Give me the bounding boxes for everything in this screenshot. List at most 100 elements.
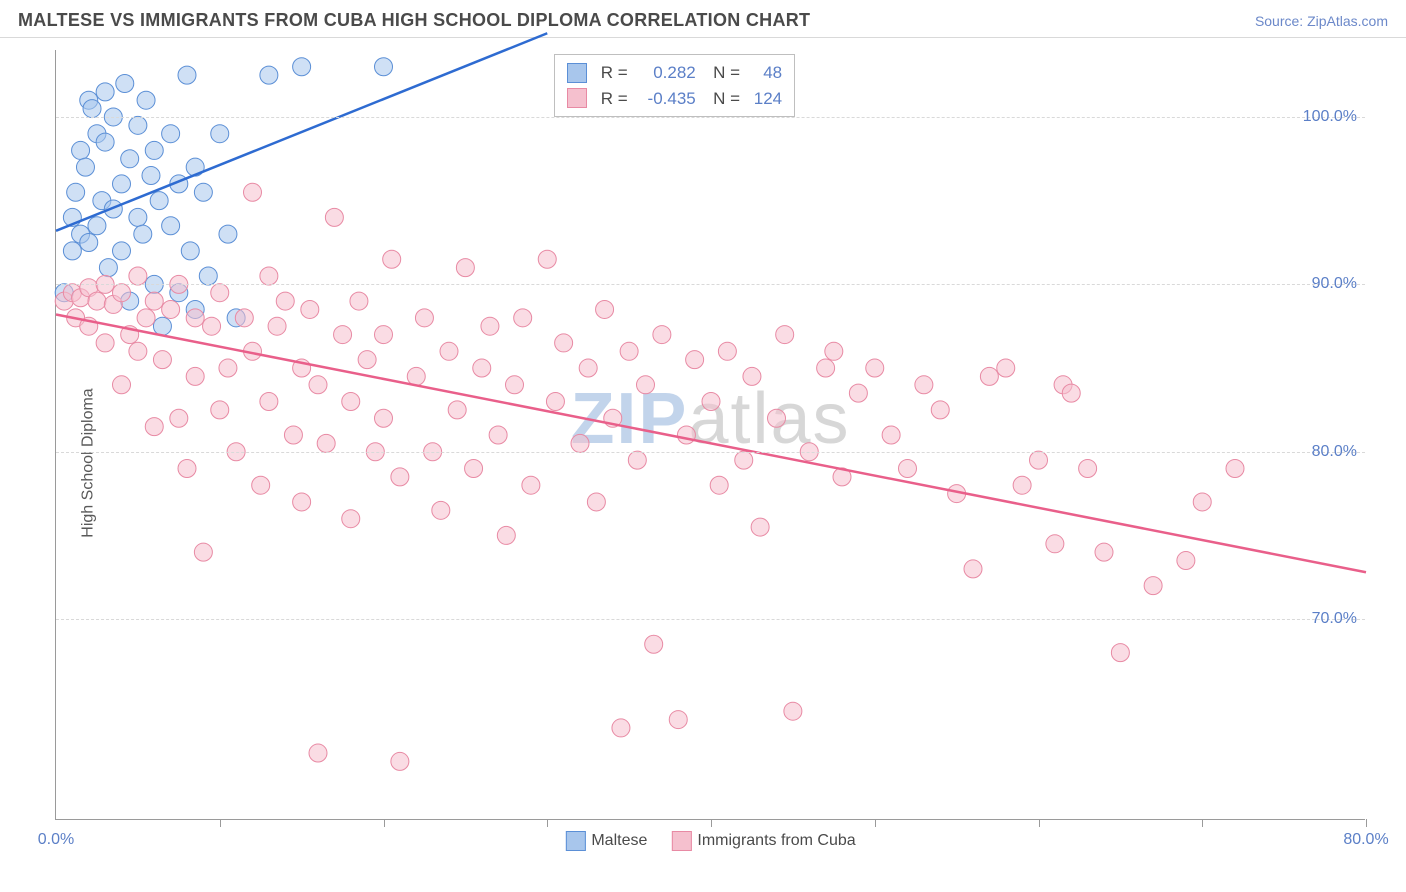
x-tick <box>1039 819 1040 827</box>
data-point <box>235 309 253 327</box>
data-point <box>637 376 655 394</box>
x-tick <box>384 819 385 827</box>
data-point <box>219 225 237 243</box>
data-point <box>440 342 458 360</box>
data-point <box>178 459 196 477</box>
data-point <box>194 183 212 201</box>
stat-n-value: 124 <box>748 86 782 112</box>
data-point <box>1095 543 1113 561</box>
x-tick <box>1366 819 1367 827</box>
data-point <box>134 225 152 243</box>
data-point <box>358 351 376 369</box>
data-point <box>702 393 720 411</box>
data-point <box>481 317 499 335</box>
data-point <box>669 711 687 729</box>
data-point <box>1079 459 1097 477</box>
x-tick <box>711 819 712 827</box>
legend-bottom: MalteseImmigrants from Cuba <box>565 831 855 851</box>
stat-r-value: -0.435 <box>636 86 696 112</box>
chart-title: MALTESE VS IMMIGRANTS FROM CUBA HIGH SCH… <box>18 10 810 31</box>
data-point <box>571 434 589 452</box>
data-point <box>309 744 327 762</box>
data-point <box>645 635 663 653</box>
data-point <box>211 401 229 419</box>
data-point <box>415 309 433 327</box>
data-point <box>506 376 524 394</box>
plot-area: ZIPatlas R = 0.282 N = 48R = -0.435 N = … <box>55 50 1365 820</box>
data-point <box>522 476 540 494</box>
data-point <box>211 284 229 302</box>
data-point <box>1193 493 1211 511</box>
data-point <box>293 493 311 511</box>
data-point <box>153 317 171 335</box>
data-point <box>784 702 802 720</box>
data-point <box>620 342 638 360</box>
data-point <box>407 367 425 385</box>
data-point <box>284 426 302 444</box>
data-point <box>129 342 147 360</box>
x-tick <box>1202 819 1203 827</box>
data-point <box>137 91 155 109</box>
data-point <box>162 125 180 143</box>
data-point <box>145 292 163 310</box>
data-point <box>751 518 769 536</box>
data-point <box>67 183 85 201</box>
data-point <box>309 376 327 394</box>
data-point <box>99 259 117 277</box>
data-point <box>137 309 155 327</box>
data-point <box>199 267 217 285</box>
data-point <box>96 133 114 151</box>
data-point <box>383 250 401 268</box>
data-point <box>219 359 237 377</box>
data-point <box>113 376 131 394</box>
data-point <box>211 125 229 143</box>
data-point <box>1226 459 1244 477</box>
data-point <box>170 409 188 427</box>
legend-swatch <box>671 831 691 851</box>
data-point <box>546 393 564 411</box>
data-point <box>776 326 794 344</box>
gridline-h <box>56 619 1365 620</box>
data-point <box>121 150 139 168</box>
data-point <box>145 141 163 159</box>
scatter-svg <box>56 50 1366 820</box>
data-point <box>268 317 286 335</box>
legend-item: Maltese <box>565 831 647 851</box>
data-point <box>80 234 98 252</box>
data-point <box>113 284 131 302</box>
data-point <box>735 451 753 469</box>
data-point <box>1144 577 1162 595</box>
legend-swatch <box>565 831 585 851</box>
data-point <box>497 526 515 544</box>
series-swatch <box>567 88 587 108</box>
data-point <box>677 426 695 444</box>
data-point <box>276 292 294 310</box>
data-point <box>150 192 168 210</box>
data-point <box>391 752 409 770</box>
x-tick-label: 0.0% <box>38 831 74 849</box>
data-point <box>186 367 204 385</box>
data-point <box>88 217 106 235</box>
data-point <box>116 74 134 92</box>
data-point <box>538 250 556 268</box>
data-point <box>260 393 278 411</box>
data-point <box>375 409 393 427</box>
data-point <box>432 501 450 519</box>
data-point <box>514 309 532 327</box>
data-point <box>718 342 736 360</box>
source-attribution: Source: ZipAtlas.com <box>1255 13 1388 29</box>
data-point <box>686 351 704 369</box>
gridline-h <box>56 117 1365 118</box>
stat-r-label: R = <box>601 86 628 112</box>
data-point <box>96 83 114 101</box>
data-point <box>465 459 483 477</box>
data-point <box>915 376 933 394</box>
data-point <box>162 300 180 318</box>
data-point <box>129 267 147 285</box>
data-point <box>153 351 171 369</box>
stats-row: R = -0.435 N = 124 <box>567 86 782 112</box>
data-point <box>350 292 368 310</box>
data-point <box>489 426 507 444</box>
data-point <box>391 468 409 486</box>
data-point <box>194 543 212 561</box>
